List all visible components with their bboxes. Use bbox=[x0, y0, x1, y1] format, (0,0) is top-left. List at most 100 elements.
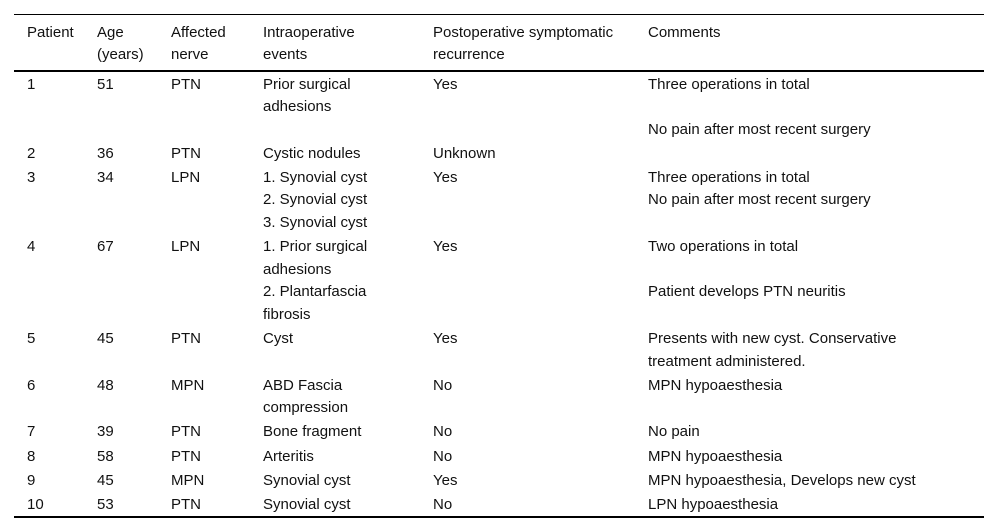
patient-row-5: 5 45 PTN Cyst Yes Presents with new cyst. Con… bbox=[14, 327, 984, 374]
cell-line: Arteritis bbox=[263, 447, 314, 465]
patient-outcomes-table: Patient Age (years) Affected nerve Intraopera… bbox=[14, 14, 984, 518]
cell-line: 53 bbox=[97, 495, 114, 513]
recurrence-cell: Yes bbox=[433, 468, 648, 492]
patient-row-8: 8 58 PTN Arteritis No MPN hypoaesthesia bbox=[14, 444, 984, 468]
column-header-line: Comments bbox=[648, 24, 721, 41]
age-cell: 51 bbox=[97, 71, 171, 141]
nerve-cell: LPN bbox=[171, 235, 263, 327]
column-header-line: Affected bbox=[171, 24, 226, 41]
cell-line: 4 bbox=[27, 238, 36, 256]
cell-line: Unknown bbox=[433, 144, 496, 162]
patient-row-3: 3 34 LPN 1. Synovial cyst 2. Synovial cyst 3.… bbox=[14, 165, 984, 234]
events-cell: Synovial cyst bbox=[263, 492, 433, 517]
patient-cell: 3 bbox=[14, 165, 97, 234]
recurrence-cell: No bbox=[433, 492, 648, 517]
nerve-cell: PTN bbox=[171, 71, 263, 141]
cell-line: 1. Prior surgical bbox=[263, 238, 368, 256]
patient-row-7: 7 39 PTN Bone fragment No No pain bbox=[14, 420, 984, 444]
cell-line: PTN bbox=[171, 447, 201, 465]
column-header-events: Intraoperative events bbox=[263, 14, 433, 72]
patient-cell: 10 bbox=[14, 492, 97, 517]
events-cell: Prior surgical adhesions bbox=[263, 71, 433, 141]
cell-line: No pain after most recent surgery bbox=[648, 191, 871, 209]
recurrence-cell: Yes bbox=[433, 165, 648, 234]
cell-line: treatment administered. bbox=[648, 352, 806, 370]
comments-cell: No pain bbox=[648, 420, 984, 444]
nerve-cell: PTN bbox=[171, 492, 263, 517]
cell-line: MPN bbox=[171, 376, 205, 394]
column-header-line: recurrence bbox=[433, 45, 505, 63]
cell-line: Prior surgical bbox=[263, 75, 351, 93]
age-cell: 36 bbox=[97, 141, 171, 165]
events-cell: Arteritis bbox=[263, 444, 433, 468]
cell-line: 2 bbox=[27, 144, 36, 162]
cell-line: PTN bbox=[171, 423, 201, 441]
age-cell: 67 bbox=[97, 235, 171, 327]
patient-row-2: 2 36 PTN Cystic nodules Unknown bbox=[14, 141, 984, 165]
age-cell: 53 bbox=[97, 492, 171, 517]
cell-line: 10 bbox=[27, 495, 44, 513]
events-cell: Bone fragment bbox=[263, 420, 433, 444]
cell-line: fibrosis bbox=[263, 305, 311, 323]
column-header-patient: Patient bbox=[14, 14, 97, 72]
cell-line bbox=[648, 96, 984, 119]
cell-line: 39 bbox=[97, 423, 114, 441]
patient-cell: 1 bbox=[14, 71, 97, 141]
comments-cell bbox=[648, 141, 984, 165]
age-cell: 45 bbox=[97, 468, 171, 492]
age-cell: 45 bbox=[97, 327, 171, 374]
column-header-age: Age (years) bbox=[97, 14, 171, 72]
recurrence-cell: Yes bbox=[433, 235, 648, 327]
cell-line: Bone fragment bbox=[263, 423, 362, 441]
patient-cell: 2 bbox=[14, 141, 97, 165]
events-cell: Synovial cyst bbox=[263, 468, 433, 492]
cell-line: No bbox=[433, 376, 453, 394]
age-cell: 58 bbox=[97, 444, 171, 468]
recurrence-cell: No bbox=[433, 420, 648, 444]
patient-row-4: 4 67 LPN 1. Prior surgical adhesions 2. Plant… bbox=[14, 235, 984, 327]
cell-line: PTN bbox=[171, 330, 201, 348]
age-cell: 34 bbox=[97, 165, 171, 234]
cell-line: Yes bbox=[433, 75, 458, 93]
recurrence-cell: Unknown bbox=[433, 141, 648, 165]
events-cell: 1. Synovial cyst 2. Synovial cyst 3. Synov… bbox=[263, 165, 433, 234]
cell-line: No bbox=[433, 495, 453, 513]
age-cell: 39 bbox=[97, 420, 171, 444]
cell-line: MPN hypoaesthesia, Develops new cyst bbox=[648, 471, 916, 489]
recurrence-cell: No bbox=[433, 444, 648, 468]
cell-line: 45 bbox=[97, 330, 114, 348]
cell-line: 1. Synovial cyst bbox=[263, 168, 368, 186]
comments-cell: MPN hypoaesthesia, Develops new cyst bbox=[648, 468, 984, 492]
cell-line: LPN bbox=[171, 238, 201, 256]
cell-line: 7 bbox=[27, 423, 36, 441]
column-header-line: Intraoperative bbox=[263, 24, 355, 41]
cell-line: No bbox=[433, 447, 453, 465]
cell-line: 3 bbox=[27, 168, 36, 186]
cell-line: 48 bbox=[97, 376, 114, 394]
events-cell: 1. Prior surgical adhesions 2. Plantarfasc… bbox=[263, 235, 433, 327]
cell-line: Yes bbox=[433, 238, 458, 256]
nerve-cell: PTN bbox=[171, 444, 263, 468]
cell-line: PTN bbox=[171, 495, 201, 513]
cell-line: Yes bbox=[433, 330, 458, 348]
nerve-cell: MPN bbox=[171, 468, 263, 492]
recurrence-cell: Yes bbox=[433, 327, 648, 374]
cell-line: Patient develops PTN neuritis bbox=[648, 283, 846, 301]
patient-row-10: 10 53 PTN Synovial cyst No LPN hypoaesthesia bbox=[14, 492, 984, 517]
column-header-line: events bbox=[263, 45, 308, 63]
cell-line: No pain after most recent surgery bbox=[648, 120, 871, 138]
cell-line: Three operations in total bbox=[648, 168, 810, 186]
patient-row-9: 9 45 MPN Synovial cyst Yes MPN hypoaesthesia,… bbox=[14, 468, 984, 492]
recurrence-cell: No bbox=[433, 373, 648, 420]
cell-line: PTN bbox=[171, 75, 201, 93]
cell-line: 9 bbox=[27, 471, 36, 489]
column-header-line: (years) bbox=[97, 45, 144, 63]
column-header-comments: Comments bbox=[648, 14, 984, 72]
nerve-cell: PTN bbox=[171, 420, 263, 444]
patient-cell: 4 bbox=[14, 235, 97, 327]
cell-line: MPN hypoaesthesia bbox=[648, 376, 783, 394]
column-header-line: Postoperative symptomatic bbox=[433, 24, 614, 41]
cell-line: Presents with new cyst. Conservative bbox=[648, 330, 897, 348]
comments-cell: Presents with new cyst. Conservative trea… bbox=[648, 327, 984, 374]
patient-cell: 7 bbox=[14, 420, 97, 444]
